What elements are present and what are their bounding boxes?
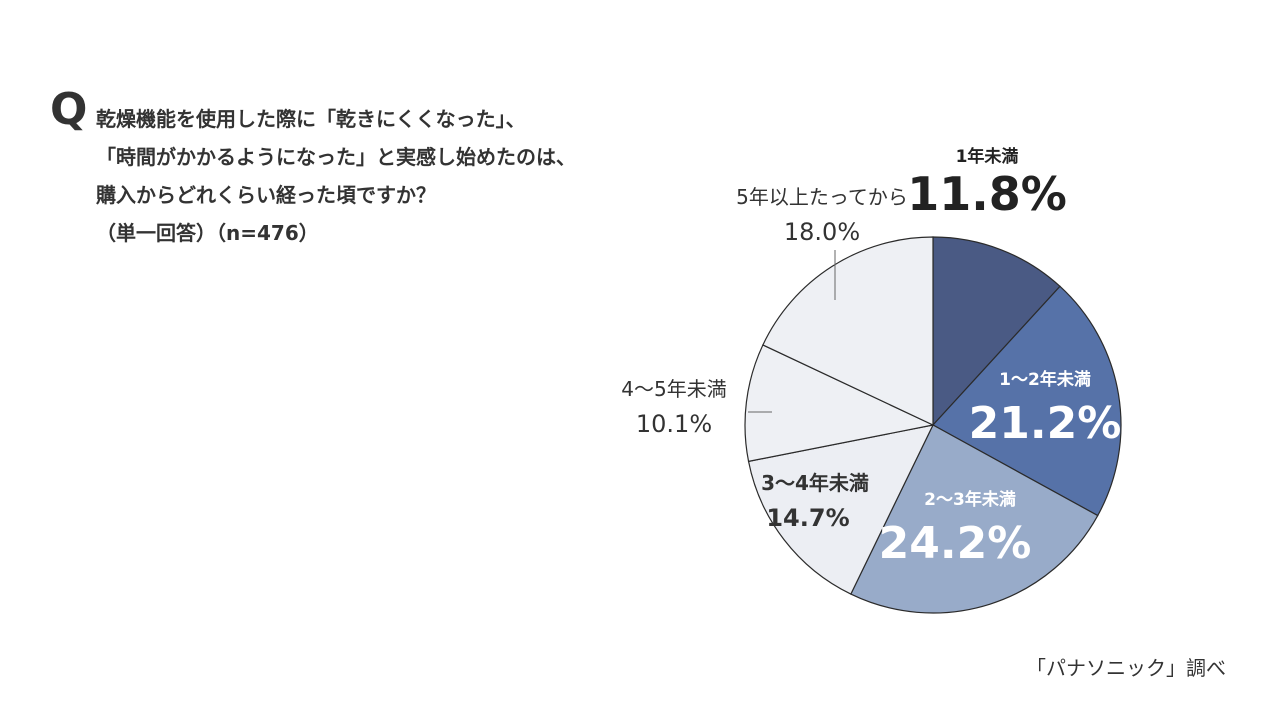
pie-slice-3 [850, 424, 1099, 614]
pie-slice-4 [747, 424, 935, 595]
slice-value-1: 11.8% [907, 167, 1067, 221]
pie-slice-5 [744, 344, 935, 463]
slice-value-6: 18.0% [784, 218, 860, 246]
slice-label-6: 5年以上たってから [736, 185, 908, 209]
question-line-3: 購入からどれくらい経った頃ですか？ [96, 183, 436, 207]
question-line-2: 「時間がかかるようになった」と実感し始めたのは、 [96, 145, 576, 169]
slice-label-4: 3〜4年未満 [761, 471, 869, 495]
question-line-4: （単一回答）（n=476） [96, 221, 319, 245]
pie-chart: 1年未満 11.8% 1〜2年未満 21.2% 2〜3年未満 24.2% 3〜4年未満 14.… [600, 130, 1160, 650]
pie-slice-2 [932, 285, 1122, 517]
slice-label-2: 1〜2年未満 [999, 369, 1091, 390]
slice-value-5: 10.1% [636, 410, 712, 438]
slice-label-5: 4〜5年未満 [621, 377, 726, 401]
pie-slice-1 [932, 236, 1061, 427]
pie-slice-6 [762, 236, 934, 426]
question-text: 乾燥機能を使用した際に「乾きにくくなった」、 「時間がかかるようになった」と実感… [96, 100, 576, 252]
slice-label-3: 2〜3年未満 [924, 489, 1016, 510]
question-line-1: 乾燥機能を使用した際に「乾きにくくなった」、 [96, 107, 526, 131]
slice-value-2: 21.2% [969, 398, 1122, 449]
slice-label-1: 1年未満 [956, 146, 1019, 167]
question-mark: Q [50, 84, 88, 135]
slice-value-3: 24.2% [879, 518, 1032, 569]
slice-value-4: 14.7% [766, 504, 849, 532]
source-note: 「パナソニック」調べ [1026, 656, 1226, 680]
